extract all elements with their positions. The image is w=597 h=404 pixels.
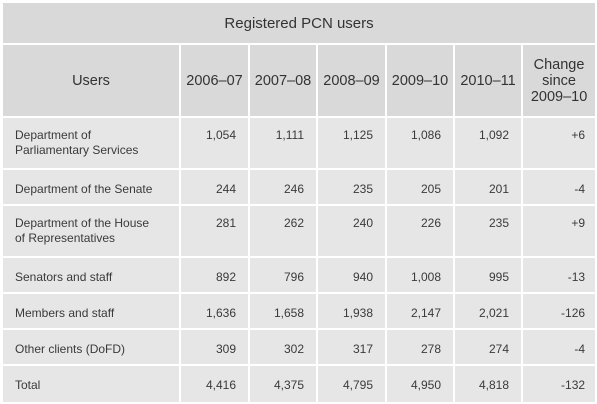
table-cell: 274: [453, 328, 523, 366]
table-cell: 235: [453, 204, 523, 258]
table-title: Registered PCN users: [0, 1, 597, 45]
table-cell: 995: [453, 256, 523, 294]
table-cell: 244: [179, 168, 250, 206]
table-row: Other clients (DoFD) 309 302 317 278 274…: [1, 328, 597, 366]
change-cell: -126: [520, 292, 597, 330]
table-cell: 246: [248, 168, 318, 206]
change-cell: -13: [520, 256, 597, 294]
table-cell: 309: [179, 328, 250, 366]
row-label-line: of Representatives: [15, 231, 116, 245]
row-label-line: Department of the Senate: [15, 182, 153, 196]
table-cell: 1,125: [316, 116, 387, 170]
table-cell: 4,416: [179, 364, 250, 404]
column-header-2007-08: 2007–08: [248, 43, 318, 118]
change-cell: +6: [520, 116, 597, 170]
table-cell: 796: [248, 256, 318, 294]
change-cell: -4: [520, 328, 597, 366]
table-cell: 205: [385, 168, 455, 206]
row-label-line: Total: [15, 378, 41, 392]
change-header-line: since: [542, 72, 576, 89]
table-cell: 4,375: [248, 364, 318, 404]
table-cell: 1,054: [179, 116, 250, 170]
table-cell: 235: [316, 168, 387, 206]
table-row: Department of Parliamentary Services 1,0…: [1, 116, 597, 170]
column-header-2006-07: 2006–07: [179, 43, 250, 118]
row-label-line: Members and staff: [15, 306, 115, 320]
table-cell: 302: [248, 328, 318, 366]
table-cell: 1,658: [248, 292, 318, 330]
table-cell: 317: [316, 328, 387, 366]
table-cell: 1,086: [385, 116, 455, 170]
change-header-line: 2009–10: [530, 88, 588, 105]
column-header-2009-10: 2009–10: [385, 43, 455, 118]
row-label-line: Other clients (DoFD): [15, 342, 126, 356]
row-label: Department of Parliamentary Services: [1, 116, 181, 170]
total-row: Total 4,416 4,375 4,795 4,950 4,818 -132: [1, 364, 597, 404]
table-cell: 2,021: [453, 292, 523, 330]
row-label-line: Department of: [15, 128, 92, 142]
table-cell: 262: [248, 204, 318, 258]
column-header-2008-09: 2008–09: [316, 43, 387, 118]
row-label: Other clients (DoFD): [1, 328, 181, 366]
row-label: Members and staff: [1, 292, 181, 330]
table-cell: 226: [385, 204, 455, 258]
table-cell: 1,008: [385, 256, 455, 294]
change-cell: +9: [520, 204, 597, 258]
row-label: Department of the Senate: [1, 168, 181, 206]
table-cell: 892: [179, 256, 250, 294]
column-header-users: Users: [1, 43, 181, 118]
table-cell: 2,147: [385, 292, 455, 330]
table-row: Senators and staff 892 796 940 1,008 995…: [1, 256, 597, 294]
row-label-line: Parliamentary Services: [15, 143, 139, 157]
row-label: Senators and staff: [1, 256, 181, 294]
row-label-line: Senators and staff: [15, 270, 113, 284]
table-cell: 240: [316, 204, 387, 258]
table-cell: 1,636: [179, 292, 250, 330]
table-cell: 940: [316, 256, 387, 294]
header-row: Users 2006–07 2007–08 2008–09 2009–10 20…: [1, 43, 597, 118]
table-cell: 1,092: [453, 116, 523, 170]
row-label: Total: [1, 364, 181, 404]
table-row: Department of the Senate 244 246 235 205…: [1, 168, 597, 206]
table-cell: 4,795: [316, 364, 387, 404]
row-label: Department of the House of Representativ…: [1, 204, 181, 258]
table-cell: 201: [453, 168, 523, 206]
table-cell: 4,818: [453, 364, 523, 404]
change-header-line: Change: [533, 56, 585, 73]
column-header-2010-11: 2010–11: [453, 43, 523, 118]
table-cell: 4,950: [385, 364, 455, 404]
table-cell: 278: [385, 328, 455, 366]
table-row: Members and staff 1,636 1,658 1,938 2,14…: [1, 292, 597, 330]
row-label-line: Department of the House: [15, 216, 150, 230]
change-cell: -4: [520, 168, 597, 206]
table-cell: 281: [179, 204, 250, 258]
table-cell: 1,938: [316, 292, 387, 330]
change-cell: -132: [520, 364, 597, 404]
table-cell: 1,111: [248, 116, 318, 170]
column-header-change: Change since 2009–10: [520, 43, 597, 118]
table-row: Department of the House of Representativ…: [1, 204, 597, 258]
